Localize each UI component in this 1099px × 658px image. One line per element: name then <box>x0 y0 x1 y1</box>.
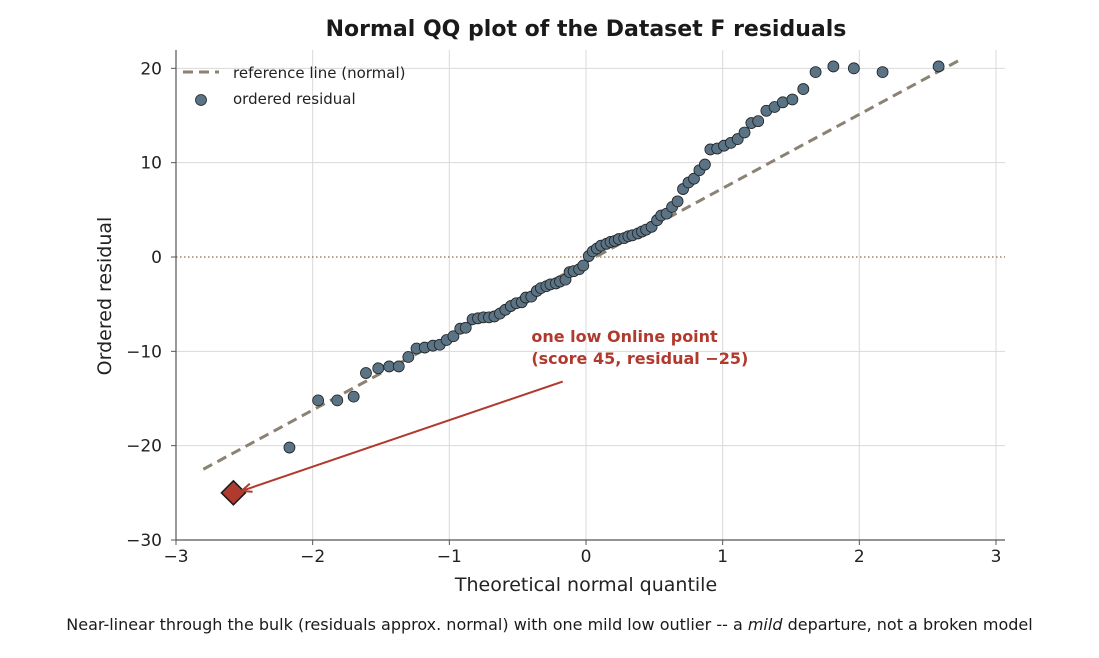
residual-point <box>372 362 385 375</box>
residual-point <box>809 66 822 79</box>
axes <box>175 50 1005 541</box>
y-tick-label: 10 <box>140 154 162 174</box>
residual-point <box>312 394 325 407</box>
x-axis-label: Theoretical normal quantile <box>454 574 717 596</box>
x-tick-label: −1 <box>437 547 462 567</box>
residual-point <box>402 351 415 363</box>
x-tick-label: 2 <box>854 547 865 567</box>
caption-text-after: departure, not a broken model <box>782 615 1033 634</box>
caption-text-before: Near-linear through the bulk (residuals … <box>66 615 748 634</box>
residual-point <box>688 172 700 185</box>
caption-emphasis: mild <box>747 615 783 634</box>
residual-point <box>360 367 372 379</box>
residual-point <box>447 330 460 343</box>
residual-point <box>392 360 405 373</box>
residual-point <box>738 126 751 139</box>
residual-point <box>797 83 810 95</box>
legend: reference line (normal) ordered residual <box>183 64 406 108</box>
series-group <box>202 57 963 506</box>
y-tick-label: −20 <box>126 437 162 457</box>
annotation-arrowhead <box>239 482 253 493</box>
y-axis-label: Ordered residual <box>94 217 116 376</box>
annotation-arrow <box>241 380 564 492</box>
outlier-point <box>220 479 247 506</box>
x-tick-label: −2 <box>300 547 325 567</box>
x-tick-label: 0 <box>581 547 592 567</box>
y-tick-label: 0 <box>151 248 162 268</box>
residual-point <box>876 66 889 79</box>
residual-point <box>752 115 765 128</box>
legend-point-swatch <box>195 94 207 106</box>
caption: Near-linear through the bulk (residuals … <box>0 615 1099 634</box>
annotation-line-1: one low Online point <box>531 327 718 346</box>
residual-point <box>283 441 296 454</box>
residual-point <box>932 60 945 73</box>
legend-reference-line-label: reference line (normal) <box>233 64 406 82</box>
annotation-group: one low Online point (score 45, residual … <box>239 327 748 493</box>
chart-title: Normal QQ plot of the Dataset F residual… <box>326 17 847 42</box>
y-tick-label: 20 <box>140 59 162 79</box>
residual-point <box>671 195 684 208</box>
x-tick-label: 3 <box>991 547 1002 567</box>
residual-point <box>786 93 799 106</box>
annotation-line-2: (score 45, residual −25) <box>531 349 748 368</box>
x-tick-label: 1 <box>717 547 728 567</box>
residual-point <box>699 158 711 171</box>
residual-point <box>577 259 590 272</box>
x-tick-label: −3 <box>163 547 188 567</box>
residual-point <box>847 62 860 75</box>
grid-lines <box>176 50 1005 540</box>
residual-point <box>459 321 472 334</box>
residual-point <box>827 60 840 73</box>
legend-points-label: ordered residual <box>233 90 356 108</box>
y-tick-label: −10 <box>126 342 162 362</box>
residual-point <box>331 394 344 407</box>
y-tick-label: −30 <box>126 531 162 551</box>
residual-point <box>347 390 360 403</box>
qq-plot-chart: Normal QQ plot of the Dataset F residual… <box>94 17 1005 596</box>
